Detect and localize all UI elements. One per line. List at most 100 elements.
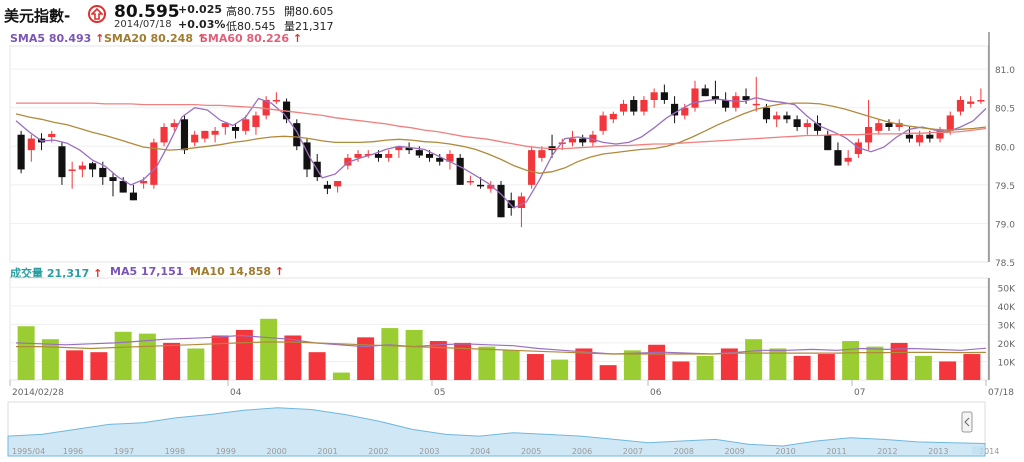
volume-bar — [211, 335, 229, 380]
date-tick-label: 06 — [650, 388, 662, 398]
candle-body — [293, 123, 301, 147]
candle-body — [466, 181, 474, 183]
candle-body — [671, 103, 679, 116]
navigator-handle[interactable] — [961, 411, 973, 433]
volume-bar — [478, 346, 496, 380]
open-price: 開80.605 — [284, 5, 334, 18]
navigator-area — [7, 407, 986, 457]
navigator-year-label: 2006 — [572, 447, 592, 456]
volume-tick-label: 40K — [998, 303, 1016, 313]
legend-ma10-label: MA10 14,858 — [190, 265, 272, 278]
volume-bar — [235, 329, 253, 380]
instrument-title: 美元指數- — [4, 7, 71, 25]
candle-body — [558, 142, 566, 144]
candle-body — [68, 169, 76, 171]
candle-body — [283, 101, 291, 120]
legend-sma5-label: SMA5 80.493 — [10, 32, 92, 45]
navigator-year-label: 2010 — [775, 447, 795, 456]
legend-sma20-label: SMA20 80.248 — [104, 32, 193, 45]
volume-bar — [138, 333, 156, 380]
candle-body — [946, 115, 954, 131]
volume-bar — [623, 350, 641, 380]
legend-ma5: MA5 17,151 ↑ — [110, 265, 196, 278]
vol-ma10-line — [16, 341, 987, 355]
sma5-up-arrow-icon: ↑ — [95, 32, 105, 45]
candle-body — [701, 88, 709, 97]
candle-body — [650, 92, 658, 100]
candle-body — [119, 181, 127, 193]
volume-bar — [914, 355, 932, 380]
volume-bar — [454, 342, 472, 380]
volume-bar — [866, 346, 884, 380]
volume-bar — [599, 365, 617, 380]
candle-body — [599, 115, 607, 131]
navigator-year-label: 2011 — [826, 447, 846, 456]
navigator-year-label: 1995/04 — [12, 447, 45, 456]
up-arrow-icon — [88, 5, 106, 23]
price-panel[interactable]: 81.0 80.5 80.0 79.5 79.0 78.5 — [9, 32, 1015, 269]
legend-sma60: SMA60 80.226 ↑ — [200, 32, 302, 45]
date-tick-label: 05 — [434, 388, 445, 398]
navigator-panel[interactable]: 1995/04 1996 1997 1998 1999 2000 2001 2002 2003 2… — [7, 401, 999, 457]
candle-body — [517, 196, 525, 208]
candle-body — [395, 146, 403, 151]
candle-body — [660, 92, 668, 100]
volume-bar — [939, 361, 957, 380]
volume-bar — [793, 355, 811, 380]
chevron-left-icon — [964, 417, 970, 427]
candle-body — [191, 134, 199, 143]
candle-body — [824, 134, 832, 151]
volume-bar — [381, 328, 399, 380]
price-change-pct: +0.03% — [178, 18, 226, 31]
candle-body — [242, 119, 250, 131]
volume-plot-area — [9, 277, 989, 381]
candle-body — [252, 115, 260, 127]
candle-body — [425, 154, 434, 158]
volume-bar — [41, 339, 59, 380]
candle-body — [630, 100, 638, 112]
navigator-year-label: 2000 — [266, 447, 286, 456]
sma60-line — [16, 102, 987, 150]
legend-ma10: MA10 14,858 ↑ — [190, 265, 284, 278]
volume-panel[interactable]: 50K 40K 30K 20K 10K — [9, 277, 1016, 381]
volume-tick-label: 20K — [998, 340, 1016, 350]
candle-body — [477, 184, 485, 187]
legend-volume: 成交量 21,317 ↑ — [10, 265, 102, 281]
volume-bar — [163, 342, 181, 380]
candle-body — [711, 96, 719, 100]
candle-body — [895, 123, 903, 127]
candle-body — [875, 123, 883, 131]
candle-body — [507, 200, 515, 208]
volume-bar — [405, 329, 423, 380]
candle-body — [211, 130, 219, 135]
candle-body — [844, 157, 852, 162]
candle-body — [681, 107, 689, 116]
candle-body — [323, 184, 331, 189]
navigator-year-label: 2007 — [623, 447, 643, 456]
candle-body — [109, 177, 117, 181]
legend-sma20: SMA20 80.248 ↑ — [104, 32, 206, 45]
candle-body — [773, 115, 781, 120]
date-tick-label: 07/18 — [988, 388, 1014, 398]
candle-body — [231, 127, 240, 131]
candle-body — [415, 150, 423, 156]
candle-body — [905, 134, 913, 139]
volume-tick-label: 50K — [998, 284, 1016, 294]
navigator-year-label: 2012 — [877, 447, 897, 456]
vol-ma5-line — [15, 334, 987, 355]
candle-body — [180, 119, 189, 151]
navigator-year-label: 2014 — [979, 447, 999, 456]
candle-body — [752, 103, 760, 106]
candle-body — [262, 100, 270, 116]
volume-bar — [284, 335, 302, 380]
candle-body — [354, 154, 362, 158]
volume-tick-label: 30K — [998, 321, 1016, 331]
candle-body — [722, 100, 730, 108]
candle-body — [538, 150, 546, 158]
legend-volume-label: 成交量 21,317 — [10, 267, 90, 280]
candle-body — [364, 154, 372, 156]
date-tick-label: 2014/02/28 — [12, 388, 64, 398]
volume-bar — [332, 372, 350, 380]
candle-body — [487, 184, 495, 189]
